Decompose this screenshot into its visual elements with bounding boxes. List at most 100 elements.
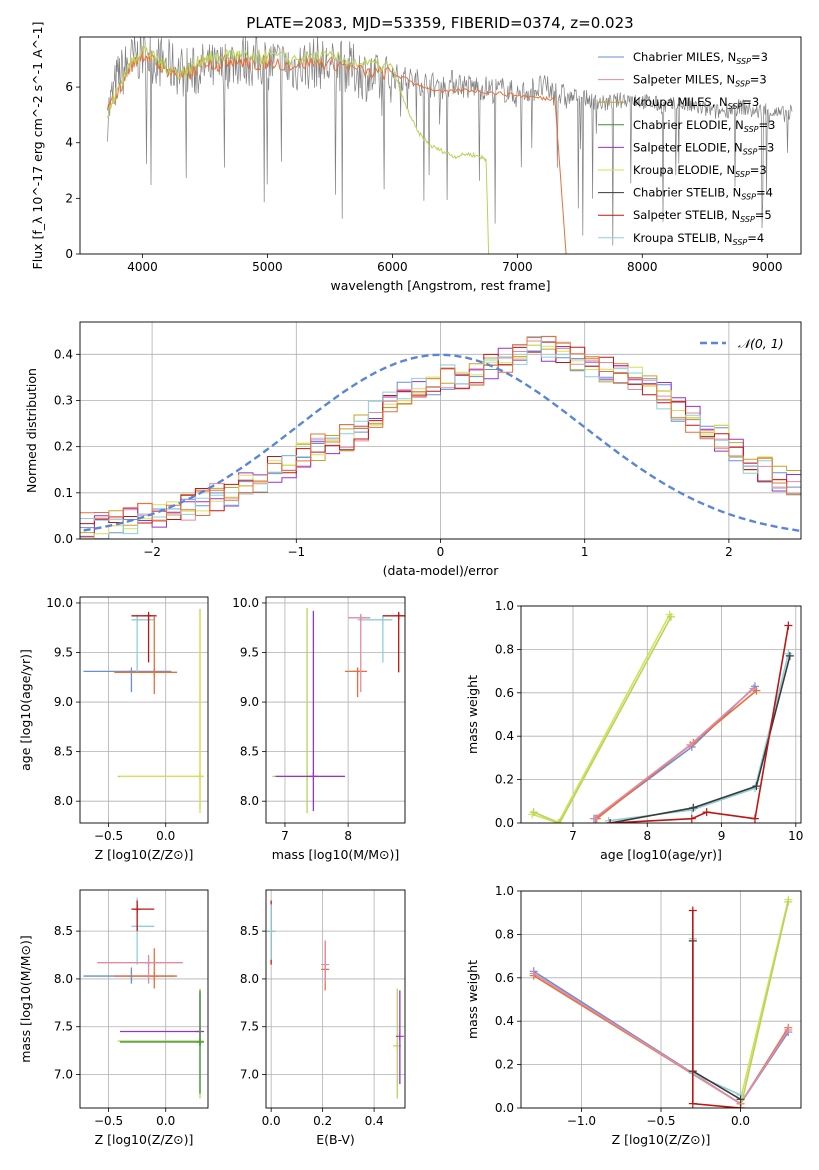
series-marker — [784, 897, 793, 906]
residual-histogram — [80, 336, 801, 535]
plot-area — [83, 897, 204, 1099]
axes-frame — [79, 889, 209, 1109]
residual-histogram — [80, 344, 801, 539]
model-spectrum-line — [107, 45, 490, 254]
x-tick-label: 0.4 — [365, 1114, 384, 1128]
y-tick-label: 0.8 — [495, 927, 514, 941]
data-point — [394, 611, 403, 620]
x-tick-label: −2 — [143, 545, 161, 559]
series-marker — [752, 782, 761, 791]
panel-weight_vs_age: 7 8 9 10 0.0 0.2 0.4 0.6 0.8 1.0 age [log10(age/yr… — [465, 599, 803, 862]
series-marker — [589, 814, 598, 823]
axes-frame — [520, 890, 802, 1109]
figure-title: PLATE=2083, MJD=53359, FIBERID=0374, z=0… — [246, 14, 633, 32]
legend-suffix: =4 — [747, 231, 764, 245]
x-axis-label: (data-model)/error — [383, 563, 500, 578]
series-line — [691, 940, 741, 1100]
plot-area — [107, 37, 793, 254]
plot-area — [528, 610, 794, 823]
data-point — [133, 615, 142, 624]
y-tick-label: 0.0 — [54, 532, 73, 546]
axes-frame — [265, 889, 406, 1109]
series-marker — [736, 1095, 745, 1104]
axes-frame — [79, 596, 209, 824]
legend-subscript: SSP — [735, 170, 750, 179]
x-axis-label: Z [log10(Z/Z⊙)] — [95, 847, 194, 862]
y-tick-label: 7.5 — [54, 1020, 73, 1034]
y-tick-label: 10.0 — [232, 596, 259, 610]
data-point — [196, 1038, 204, 1047]
y-tick-label: 8.5 — [240, 745, 259, 759]
data-point — [378, 615, 387, 624]
legend-suffix: =3 — [742, 95, 759, 109]
y-tick-label: 8.5 — [54, 924, 73, 938]
series-marker — [555, 819, 564, 823]
data-point — [144, 958, 153, 967]
legend-entry: Chabrier ELODIE, NSSP=3 — [633, 118, 775, 134]
x-tick-label: 0.0 — [156, 1114, 175, 1128]
series-marker — [688, 1099, 697, 1108]
x-tick-label: −0.5 — [94, 829, 123, 843]
y-tick-label: 9.5 — [240, 646, 259, 660]
series-marker — [749, 684, 758, 693]
y-axis-label: Normed distribution — [24, 368, 39, 493]
series-marker — [689, 803, 698, 812]
y-axis-label: mass weight — [465, 960, 480, 1039]
series-marker — [667, 612, 676, 621]
y-tick-label: 8.0 — [54, 972, 73, 986]
series-marker — [528, 810, 537, 819]
x-tick-label: 4000 — [127, 260, 158, 274]
series-marker — [688, 906, 697, 915]
x-tick-label: 7 — [569, 829, 577, 843]
data-point — [133, 905, 142, 914]
data-point — [127, 667, 136, 676]
series-marker — [702, 808, 711, 817]
series-line — [610, 625, 790, 823]
series-marker — [750, 814, 759, 823]
axes-frame — [79, 36, 802, 255]
x-tick-label: −1 — [287, 545, 305, 559]
y-tick-label: 0 — [65, 247, 73, 261]
x-tick-label: 0.0 — [262, 1114, 281, 1128]
x-tick-label: 0 — [437, 545, 445, 559]
series-marker — [687, 814, 696, 823]
x-tick-label: 8 — [643, 829, 651, 843]
legend-entry: Chabrier STELIB, NSSP=4 — [633, 186, 773, 202]
panel-mass_vs_Z: −0.5 0.0 7.0 7.5 8.0 8.5 Z [log10(Z/Z⊙)] mass [… — [18, 889, 209, 1147]
y-tick-label: 7.5 — [240, 1020, 259, 1034]
panel-weight_vs_Z: −1.0 −0.5 0.0 0.0 0.2 0.4 0.6 0.8 1.0 Z [log10(Z/… — [465, 884, 802, 1147]
y-tick-label: 9.0 — [240, 695, 259, 709]
y-tick-label: 0.6 — [495, 971, 514, 985]
y-tick-label: 8.5 — [54, 745, 73, 759]
panel-spectrum: 4000 5000 6000 7000 8000 9000 0 2 4 6 wavelength [… — [30, 22, 802, 293]
x-tick-label: 7 — [281, 829, 289, 843]
y-axis-label: Flux [f_λ 10^-17 erg cm^-2 s^-1 A^-1] — [30, 22, 45, 270]
y-tick-label: 0.2 — [495, 1058, 514, 1072]
legend-subscript: SSP — [743, 147, 758, 156]
series-marker — [665, 610, 674, 619]
x-tick-label: 0.0 — [156, 829, 175, 843]
legend-suffix: =3 — [750, 73, 767, 87]
axes-frame — [79, 321, 802, 540]
y-axis-label: age [log10(age/yr)] — [18, 649, 33, 771]
data-point — [144, 611, 153, 620]
series-marker — [604, 816, 613, 823]
legend-entry: Salpeter ELODIE, NSSP=3 — [633, 140, 774, 156]
y-tick-label: 1.0 — [495, 599, 514, 613]
legend-suffix: =3 — [751, 50, 768, 64]
x-axis-label: Z [log10(Z/Z⊙)] — [612, 1132, 711, 1147]
y-tick-label: 4 — [65, 136, 73, 150]
legend-suffix: =4 — [756, 186, 773, 200]
x-tick-label: 1 — [581, 545, 589, 559]
y-tick-label: 0.4 — [495, 1014, 514, 1028]
y-tick-label: 9.5 — [54, 646, 73, 660]
y-tick-label: 0.2 — [54, 440, 73, 454]
y-tick-label: 8.5 — [240, 924, 259, 938]
legend-entry: Kroupa MILES, NSSP=3 — [633, 95, 759, 111]
series-line — [691, 938, 741, 1096]
y-tick-label: 8.0 — [54, 794, 73, 808]
series-line — [739, 901, 790, 1108]
x-tick-label: 2 — [725, 545, 733, 559]
y-tick-label: 9.0 — [54, 695, 73, 709]
legend-subscript: SSP — [733, 238, 748, 247]
